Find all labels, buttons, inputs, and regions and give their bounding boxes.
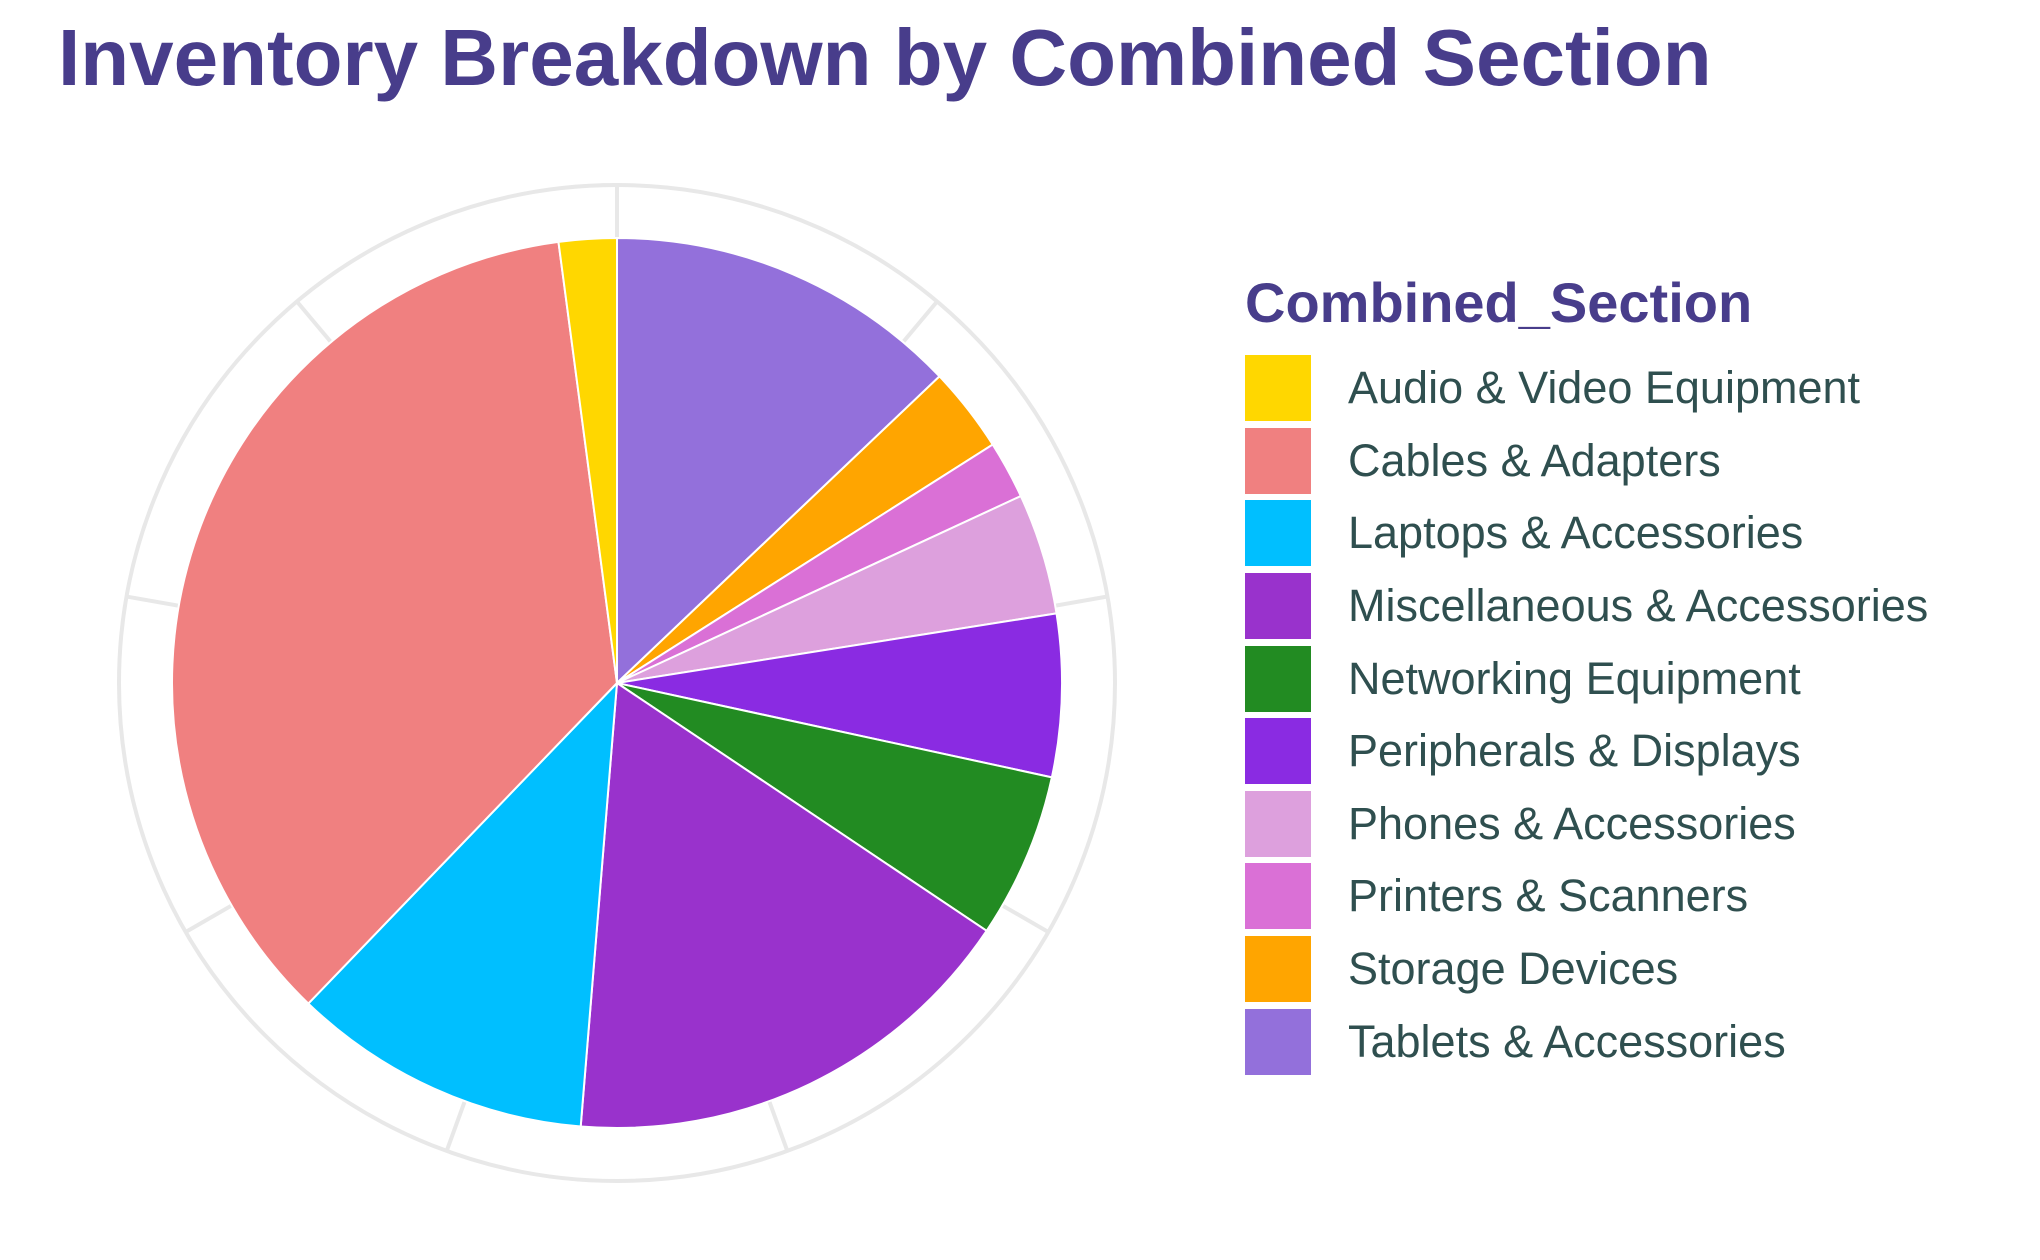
legend-item-cables-and-adapters[interactable]: Cables & Adapters <box>1245 425 1928 498</box>
legend-title: Combined_Section <box>1245 271 1753 334</box>
legend-label: Storage Devices <box>1348 943 1679 995</box>
pie-slice-cables-and-adapters[interactable] <box>171 240 619 1005</box>
legend-label: Cables & Adapters <box>1348 434 1721 486</box>
chart-title: Inventory Breakdown by Combined Section <box>58 13 1712 102</box>
legend-item-networking-equipment[interactable]: Networking Equipment <box>1245 642 1928 715</box>
legend-swatch <box>1245 500 1311 567</box>
legend-item-tablets-and-accessories[interactable]: Tablets & Accessories <box>1245 1005 1928 1078</box>
pie-slices <box>171 236 1063 1130</box>
legend-label: Peripherals & Displays <box>1348 725 1801 777</box>
legend-swatch <box>1245 863 1311 930</box>
legend-swatch <box>1245 790 1311 857</box>
pie-slice-networking-equipment[interactable] <box>616 682 1054 933</box>
legend-label: Networking Equipment <box>1348 652 1801 704</box>
legend-item-printers-and-scanners[interactable]: Printers & Scanners <box>1245 860 1928 933</box>
legend-item-miscellaneous-and-accessories[interactable]: Miscellaneous & Accessories <box>1245 570 1928 643</box>
legend-item-audio-and-video-equipment[interactable]: Audio & Video Equipment <box>1245 352 1928 425</box>
legend-item-storage-devices[interactable]: Storage Devices <box>1245 933 1928 1006</box>
legend-item-phones-and-accessories[interactable]: Phones & Accessories <box>1245 788 1928 861</box>
legend-swatch <box>1245 645 1311 712</box>
pie-slice-miscellaneous-and-accessories[interactable] <box>579 681 989 1130</box>
legend-items: Audio & Video Equipment Cables & Adapters… <box>1245 352 1928 1078</box>
legend-swatch <box>1245 427 1311 494</box>
legend-swatch <box>1245 718 1311 785</box>
pie-slice-tablets-and-accessories[interactable] <box>616 236 941 686</box>
legend-label: Phones & Accessories <box>1348 797 1796 849</box>
legend-label: Tablets & Accessories <box>1348 1015 1786 1067</box>
legend-label: Printers & Scanners <box>1348 870 1749 922</box>
pie-slice-laptops-and-accessories[interactable] <box>306 680 619 1128</box>
pie-slice-audio-and-video-equipment[interactable] <box>557 236 618 684</box>
legend: Combined_Section Audio & Video Equipment… <box>1245 262 1928 1078</box>
legend-swatch <box>1245 936 1311 1003</box>
legend-label: Audio & Video Equipment <box>1348 362 1861 414</box>
legend-item-peripherals-and-displays[interactable]: Peripherals & Displays <box>1245 715 1928 788</box>
legend-label: Laptops & Accessories <box>1348 507 1804 559</box>
legend-item-laptops-and-accessories[interactable]: Laptops & Accessories <box>1245 497 1928 570</box>
legend-label: Miscellaneous & Accessories <box>1348 580 1929 632</box>
pie-slice-peripherals-and-displays[interactable] <box>616 612 1063 779</box>
legend-swatch <box>1245 355 1311 422</box>
legend-swatch <box>1245 1008 1311 1075</box>
legend-swatch <box>1245 573 1311 640</box>
